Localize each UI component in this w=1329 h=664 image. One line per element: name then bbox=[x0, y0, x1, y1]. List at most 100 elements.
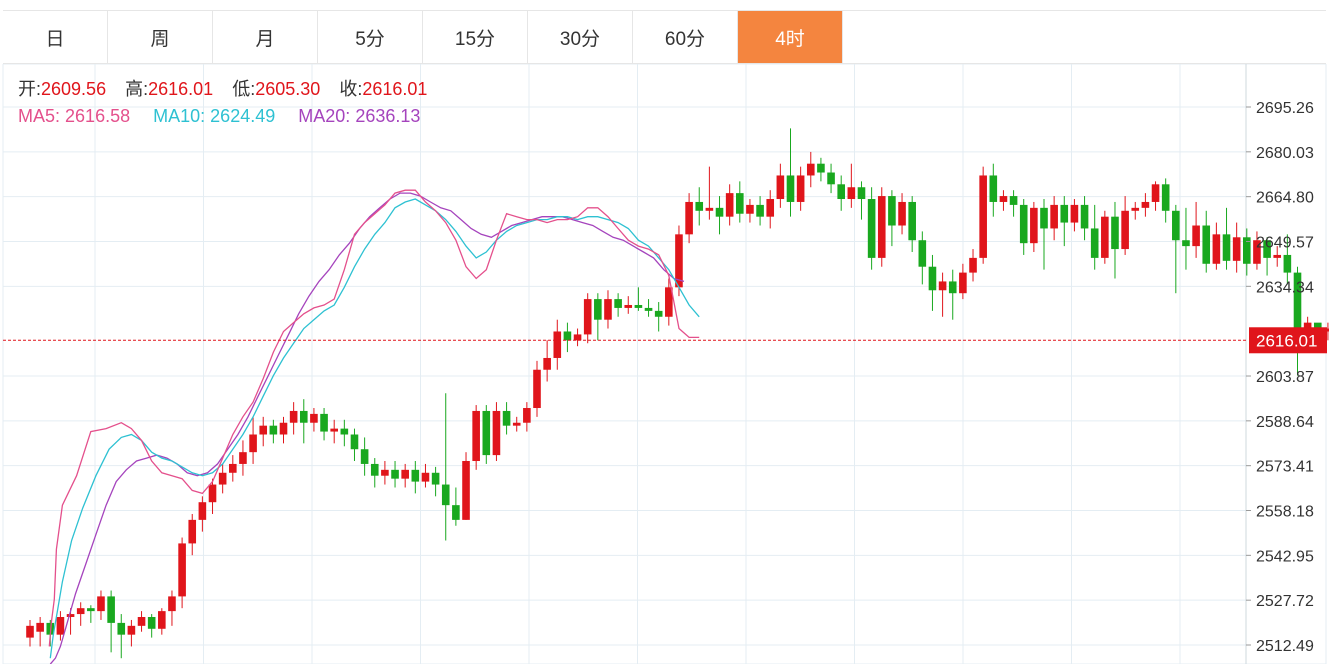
candle-body bbox=[634, 304, 643, 308]
candle-body bbox=[1131, 207, 1140, 211]
candle-body bbox=[137, 617, 146, 626]
candle-body bbox=[857, 187, 866, 200]
candle-body bbox=[888, 196, 896, 226]
candle-body bbox=[644, 307, 653, 311]
candle-body bbox=[441, 484, 450, 506]
candle-body bbox=[705, 207, 714, 211]
candle-body bbox=[776, 175, 785, 200]
y-tick-label: 2680.03 bbox=[1256, 145, 1314, 162]
candle-body bbox=[1222, 234, 1231, 261]
candle-body bbox=[594, 299, 602, 320]
candle-body bbox=[502, 410, 511, 426]
candle-body bbox=[26, 625, 34, 638]
candle-body bbox=[168, 596, 176, 612]
candle-body bbox=[583, 299, 592, 335]
candle-body bbox=[1060, 204, 1069, 223]
candle-body bbox=[1101, 216, 1109, 258]
ma10-line bbox=[49, 198, 700, 659]
tab-day[interactable]: 日 bbox=[3, 11, 108, 63]
candle-body bbox=[350, 434, 359, 450]
low-value: 2605.30 bbox=[255, 79, 321, 99]
y-axis: 2695.26 2680.03 2664.80 2649.57 2634.34 2603.… bbox=[1246, 100, 1327, 655]
candle-body bbox=[1313, 322, 1322, 332]
candle-body bbox=[299, 410, 308, 423]
y-tick-label: 2695.26 bbox=[1256, 100, 1314, 117]
candle-body bbox=[948, 281, 957, 294]
y-tick-label: 2573.41 bbox=[1256, 459, 1314, 476]
high-label: 高: bbox=[125, 79, 149, 99]
tab-5min[interactable]: 5分 bbox=[318, 11, 423, 63]
candle-body bbox=[553, 331, 562, 358]
candle-body bbox=[1090, 228, 1099, 258]
candle-body bbox=[715, 207, 724, 217]
candle-body bbox=[340, 428, 349, 435]
candle-body bbox=[1182, 240, 1190, 247]
candle-body bbox=[604, 299, 612, 320]
tab-60min[interactable]: 60分 bbox=[633, 11, 738, 63]
candle-body bbox=[877, 196, 886, 258]
candle-body bbox=[1030, 207, 1038, 244]
candle-body bbox=[482, 410, 491, 456]
candle-body bbox=[360, 449, 369, 464]
candle-body bbox=[289, 410, 298, 423]
candle-body bbox=[36, 622, 44, 632]
candle-body bbox=[208, 484, 217, 503]
open-value: 2609.56 bbox=[41, 79, 107, 99]
candle-body bbox=[523, 408, 531, 423]
candle-body bbox=[1253, 240, 1261, 264]
candle-body bbox=[736, 193, 744, 214]
candle-body bbox=[97, 596, 105, 612]
candle-body bbox=[218, 472, 227, 485]
candle-body bbox=[1161, 184, 1170, 211]
candle-body bbox=[766, 199, 775, 217]
candle-body bbox=[867, 199, 876, 258]
candle-body bbox=[127, 625, 136, 635]
candle-body bbox=[1283, 254, 1292, 273]
candle-body bbox=[959, 272, 967, 294]
candle-body bbox=[320, 413, 328, 432]
candle-body bbox=[1141, 201, 1150, 208]
candle-body bbox=[1080, 204, 1089, 229]
candle-body bbox=[431, 472, 440, 485]
plot-border bbox=[2, 64, 1327, 664]
candle-body bbox=[1202, 225, 1211, 264]
current-price-label: 2616.01 bbox=[1256, 331, 1317, 350]
ma5-line bbox=[48, 189, 700, 647]
candlestick-chart[interactable]: 2695.26 2680.03 2664.80 2649.57 2634.34 2603.… bbox=[0, 64, 1329, 664]
candle-body bbox=[87, 608, 95, 612]
tab-month[interactable]: 月 bbox=[213, 11, 318, 63]
ma5-legend: MA5: 2616.58 bbox=[18, 106, 131, 126]
close-label: 收: bbox=[339, 79, 363, 99]
tab-4hour[interactable]: 4时 bbox=[738, 11, 843, 63]
candle-body bbox=[938, 281, 947, 291]
tab-week[interactable]: 周 bbox=[108, 11, 213, 63]
candle-body bbox=[1151, 184, 1160, 202]
candle-body bbox=[908, 201, 916, 241]
candle-body bbox=[614, 299, 622, 308]
tab-15min[interactable]: 15分 bbox=[423, 11, 528, 63]
ma20-legend: MA20: 2636.13 bbox=[298, 106, 421, 126]
candle-body bbox=[1232, 237, 1241, 261]
y-tick-label: 2603.87 bbox=[1256, 369, 1314, 386]
candle-body bbox=[452, 505, 460, 520]
candle-body bbox=[310, 413, 318, 423]
candle-body bbox=[817, 163, 825, 173]
low-label: 低: bbox=[232, 79, 256, 99]
candle-body bbox=[563, 331, 572, 341]
candle-body bbox=[178, 543, 186, 597]
candle-body bbox=[999, 196, 1008, 202]
candle-body bbox=[381, 469, 389, 476]
candle-body bbox=[979, 175, 987, 258]
tab-30min[interactable]: 30分 bbox=[528, 11, 633, 63]
candle-body bbox=[675, 234, 683, 288]
candle-body bbox=[1273, 254, 1282, 258]
ma20-line bbox=[49, 192, 685, 664]
candle-body bbox=[1070, 204, 1079, 223]
candle-body bbox=[898, 201, 906, 226]
candle-body bbox=[1192, 225, 1200, 247]
candle-body bbox=[685, 201, 693, 235]
ma-lines-layer bbox=[48, 189, 700, 664]
chart-grid bbox=[2, 64, 1327, 664]
candle-body bbox=[76, 608, 85, 615]
candle-body bbox=[796, 175, 805, 202]
